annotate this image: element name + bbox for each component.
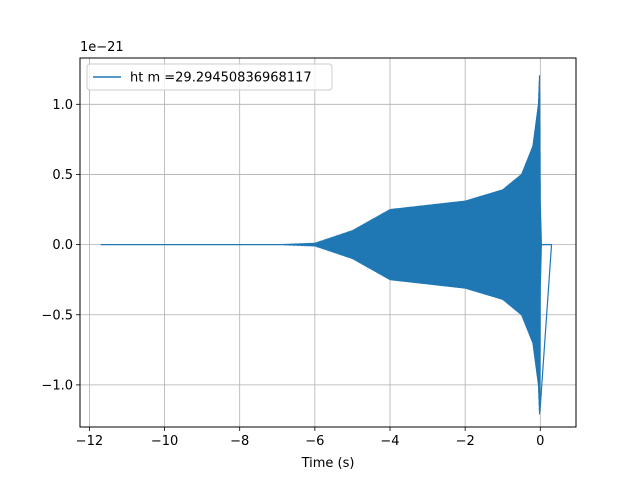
y-tick-label: 0.0 [52, 238, 73, 253]
y-tick-label: 0.5 [52, 168, 73, 183]
x-tick-label: −6 [305, 434, 324, 449]
series-line [100, 75, 553, 415]
x-axis: −12 −10 −8 −6 −4 −2 0 [76, 427, 544, 449]
x-axis-label: Time (s) [301, 456, 355, 471]
y-tick-label: −1.0 [41, 378, 73, 393]
y-axis: −1.0 −0.5 0.0 0.5 1.0 [41, 98, 80, 393]
x-tick-label: −4 [380, 434, 399, 449]
x-tick-label: −10 [151, 434, 178, 449]
series-layer [100, 75, 553, 415]
x-tick-label: 0 [536, 434, 544, 449]
plot-frame [79, 57, 577, 428]
y-scale-label: 1e−21 [80, 40, 124, 55]
y-tick-label: 1.0 [52, 98, 73, 113]
x-tick-label: −12 [76, 434, 103, 449]
legend-entry: ht m =29.29450836968117 [130, 71, 312, 86]
legend: ht m =29.29450836968117 [86, 63, 333, 91]
x-tick-label: −8 [230, 434, 249, 449]
x-tick-label: −2 [456, 434, 475, 449]
y-tick-label: −0.5 [41, 308, 73, 323]
legend-box [86, 63, 333, 91]
